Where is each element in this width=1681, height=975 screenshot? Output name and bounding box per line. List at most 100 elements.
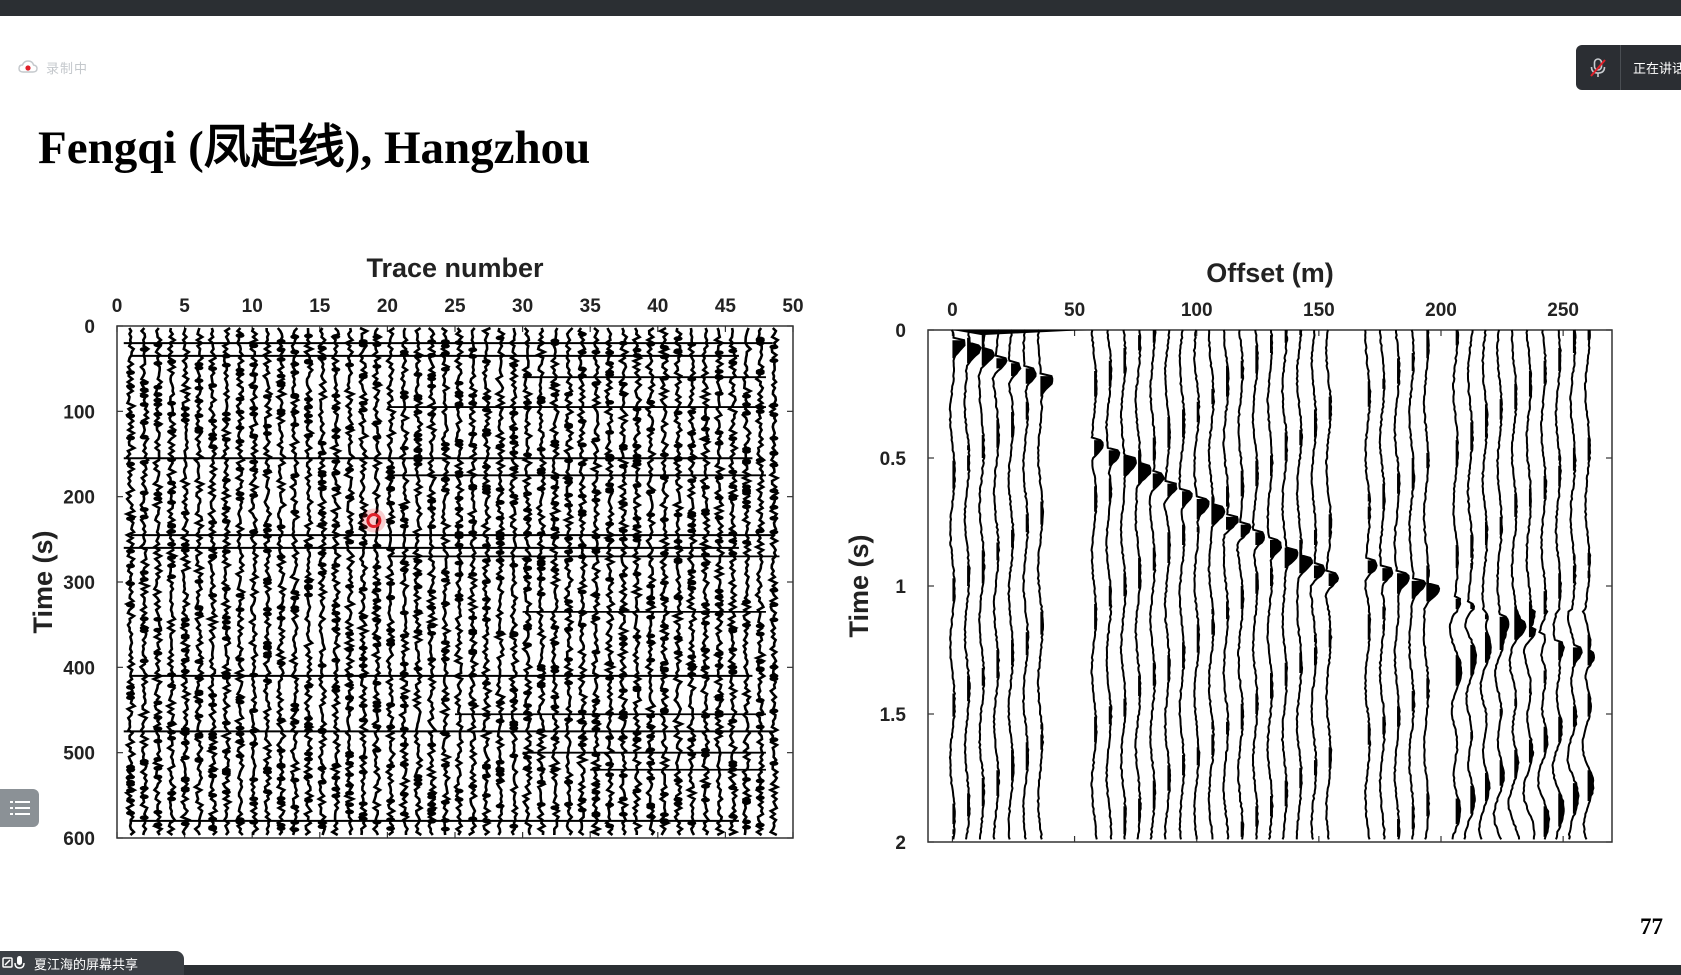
trace-peak-fill <box>1255 573 1258 594</box>
trace-peak <box>249 777 259 782</box>
trace-peak <box>345 750 355 756</box>
trace-peak <box>167 359 177 365</box>
trace-peak <box>221 477 231 483</box>
trace-peak-fill <box>1152 780 1156 809</box>
trace-peak <box>564 422 574 428</box>
trace-peak-fill <box>1528 739 1534 763</box>
recording-label: 录制中 <box>46 61 89 77</box>
trace-peak <box>577 543 587 548</box>
trace-peak <box>659 551 669 556</box>
trace-peak <box>413 571 423 577</box>
trace-peak <box>728 496 738 501</box>
trace-peak <box>126 695 136 701</box>
trace-peak-fill <box>1094 440 1103 456</box>
trace-peak-fill <box>1255 693 1258 714</box>
slide-title: Fengqi (凤起线), Hangzhou <box>38 122 591 174</box>
trace-peak <box>249 796 259 802</box>
trace-peak <box>249 362 259 368</box>
trace-peak <box>523 452 533 458</box>
trace-peak <box>303 716 313 721</box>
trace-peak-fill <box>1528 601 1536 638</box>
trace-wiggle <box>1036 329 1054 840</box>
trace-peak <box>126 461 136 467</box>
trace-peak <box>153 726 163 732</box>
trace-peak <box>290 702 300 708</box>
speaking-indicator[interactable]: 正在讲话 <box>1576 45 1681 90</box>
trace-peak <box>126 788 136 793</box>
trace-peak <box>495 443 505 449</box>
trace-peak-fill <box>967 565 970 586</box>
trace-peak <box>262 789 272 795</box>
trace-peak <box>509 632 519 638</box>
trace-peak <box>577 349 587 355</box>
trace-peak <box>167 555 177 560</box>
trace-peak-fill <box>1382 716 1386 735</box>
trace-peak-fill <box>1426 678 1430 699</box>
trace-peak-fill <box>1182 491 1192 507</box>
trace-peak <box>126 581 136 587</box>
trace-peak <box>618 528 628 534</box>
trace-peak <box>605 521 615 527</box>
trace-peak <box>523 491 533 497</box>
trace-peak <box>523 574 533 580</box>
trace-peak <box>290 590 300 595</box>
trace-peak <box>591 726 601 732</box>
trace-peak-fill <box>1484 632 1491 663</box>
trace-peak-fill <box>1108 706 1112 725</box>
trace-peak <box>536 802 546 807</box>
trace-peak <box>358 372 368 378</box>
trace-peak <box>372 700 382 706</box>
trace-peak <box>167 522 177 528</box>
trace-peak <box>235 409 245 415</box>
trace-wiggle <box>1463 329 1478 840</box>
trace-peak <box>427 742 437 748</box>
trace-number-chart: 0 5 10 15 20 25 30 35 40 45 500100200300400500600T… <box>28 253 804 850</box>
trace-peak <box>468 530 478 536</box>
trace-peak <box>509 434 519 440</box>
mic-muted-icon[interactable] <box>1576 45 1621 90</box>
trace-peak <box>591 781 601 787</box>
trace-peak <box>331 763 341 768</box>
trace-peak <box>632 347 642 353</box>
trace-peak-fill <box>1011 639 1014 666</box>
trace-peak <box>659 812 669 818</box>
trace-peak <box>742 599 752 605</box>
trace-peak <box>167 411 177 417</box>
trace-peak <box>372 635 382 641</box>
recording-indicator[interactable]: 录制中 <box>18 57 88 77</box>
toc-button[interactable] <box>0 789 39 827</box>
trace-wiggle <box>991 329 1008 840</box>
trace-peak <box>700 602 710 608</box>
trace-peak <box>440 351 450 356</box>
trace-peak <box>659 791 669 797</box>
trace-wiggle <box>1251 329 1266 840</box>
trace-peak-fill <box>1025 632 1029 656</box>
trace-peak-fill <box>1367 506 1371 520</box>
screen-share-indicator[interactable]: 夏江海的屏幕共享 <box>0 951 184 975</box>
trace-peak-fill <box>1138 335 1141 351</box>
trace-peak <box>331 428 341 433</box>
trace-peak <box>536 766 546 772</box>
trace-peak <box>440 442 450 447</box>
trace-peak-fill <box>1255 532 1264 545</box>
trace-peak <box>769 451 779 456</box>
trace-peak <box>605 361 615 366</box>
trace-peak <box>249 384 259 390</box>
trace-peak <box>564 779 574 785</box>
trace-peak <box>632 571 642 577</box>
trace-peak-fill <box>1455 545 1458 569</box>
trace-peak <box>235 699 245 705</box>
trace-peak <box>755 795 765 801</box>
trace-peak-fill <box>952 460 955 489</box>
trace-peak-fill <box>1587 570 1590 579</box>
trace-peak <box>167 480 177 486</box>
trace-peak <box>714 391 724 396</box>
trace-peak <box>358 755 368 760</box>
trace-peak-fill <box>1313 760 1317 776</box>
trace-peak-fill <box>1587 693 1591 717</box>
trace-peak <box>126 548 136 554</box>
trace-peak-fill <box>1367 614 1371 640</box>
trace-peak <box>755 457 765 463</box>
trace-peak-fill <box>1397 819 1400 837</box>
trace-peak <box>194 361 204 367</box>
